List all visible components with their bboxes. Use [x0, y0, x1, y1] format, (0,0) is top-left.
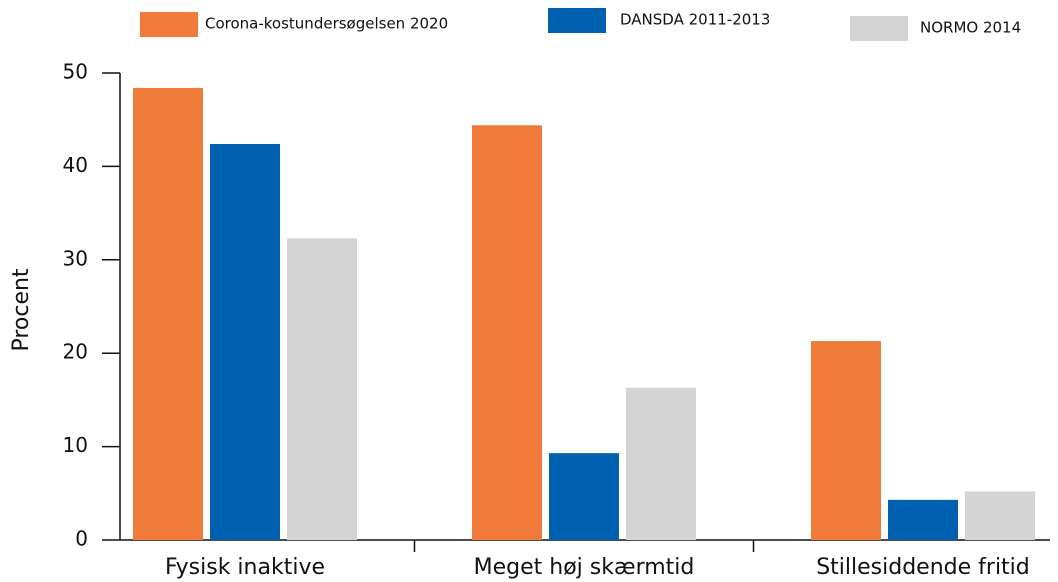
bar — [811, 341, 881, 540]
y-tick-label: 10 — [63, 433, 88, 457]
legend-swatch — [140, 12, 198, 37]
y-tick-label: 40 — [63, 153, 88, 177]
y-tick-label: 20 — [63, 340, 88, 364]
bar — [965, 491, 1035, 540]
bar — [888, 499, 958, 540]
y-tick-label: 30 — [63, 246, 88, 270]
legend-label: NORMO 2014 — [920, 19, 1021, 37]
x-tick-label: Stillesiddende fritid — [816, 555, 1030, 580]
legend-swatch — [850, 16, 908, 41]
legend-label: Corona-kostundersøgelsen 2020 — [205, 15, 448, 33]
x-tick-label: Meget høj skærmtid — [474, 555, 695, 580]
x-tick-label: Fysisk inaktive — [165, 555, 325, 580]
legend-swatch — [548, 8, 606, 33]
bar — [472, 125, 542, 540]
bar — [287, 238, 357, 540]
bar — [549, 453, 619, 540]
bar — [133, 87, 203, 540]
bar — [210, 143, 280, 540]
y-tick-label: 50 — [63, 60, 88, 84]
y-axis-label: Procent — [9, 268, 34, 351]
legend-label: DANSDA 2011-2013 — [620, 11, 770, 29]
y-tick-label: 0 — [75, 527, 88, 551]
bar — [626, 387, 696, 540]
